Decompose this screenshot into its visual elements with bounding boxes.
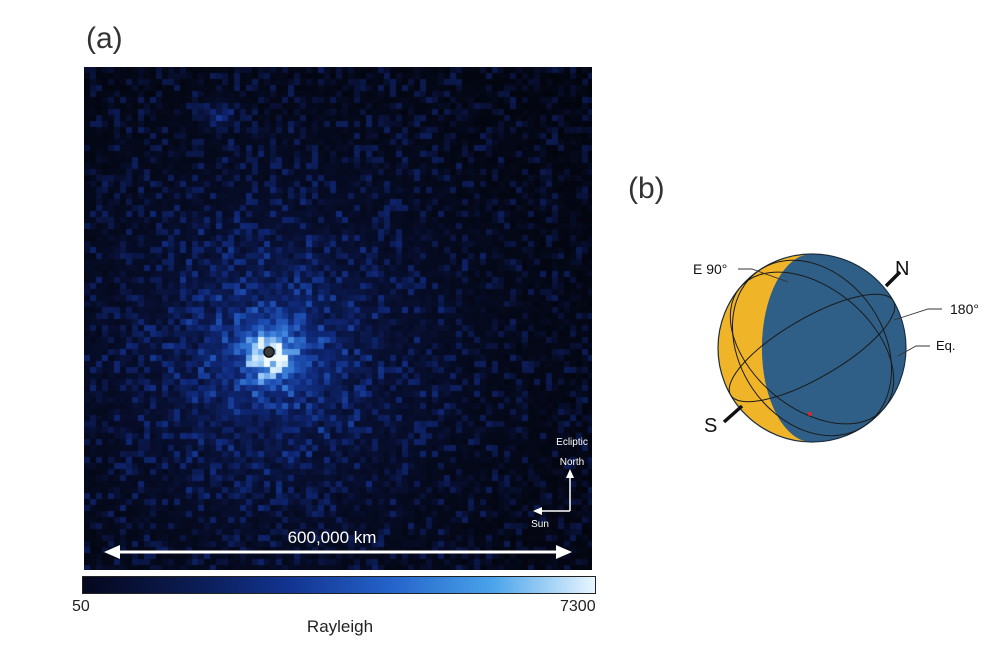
south-label: S [704,415,717,437]
colorbar [82,576,596,594]
leader-lines [738,268,942,357]
east-90-label: E 90° [693,261,727,277]
image-overlay: 600,000 km Ecliptic North Sun [104,346,588,559]
sub-point-marker [808,412,812,416]
pixel-emission-map [84,67,592,570]
south-pole-axis [722,404,744,424]
colorbar-min-label: 50 [72,598,90,615]
equator-label: Eq. [936,338,956,353]
planet-geometry-diagram: N S E 90° 180° Eq. [693,253,979,443]
north-label: N [895,258,909,280]
emission-image: 600,000 km Ecliptic North Sun [84,67,592,570]
meridian-180-label: 180° [950,301,979,317]
colorbar-max-label: 7300 [560,598,596,615]
ecliptic-label: Ecliptic [556,437,588,448]
panel-a-label: (a) [86,22,123,55]
north-label: North [560,457,584,468]
planet-disk [263,346,275,358]
scale-bar [104,545,572,559]
orientation-arrows [533,469,574,515]
colorbar-title: Rayleigh [306,617,374,636]
panel-b-label: (b) [628,172,665,205]
sun-label: Sun [531,519,549,530]
north-pole-axis [884,270,902,288]
scale-bar-label: 600,000 km [288,528,377,547]
